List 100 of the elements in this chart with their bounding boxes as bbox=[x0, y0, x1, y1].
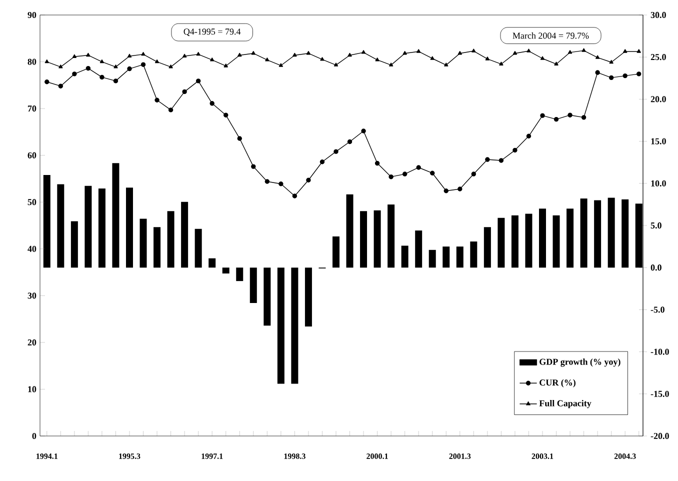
legend-label: Full Capacity bbox=[539, 400, 592, 408]
point bbox=[224, 112, 228, 118]
point bbox=[402, 172, 408, 176]
bar bbox=[84, 186, 92, 268]
y2-tick-label: 15.0 bbox=[651, 138, 666, 144]
y-tick-label: 30 bbox=[28, 292, 36, 299]
point bbox=[348, 52, 352, 57]
x-tick-label: 2000.1 bbox=[366, 454, 388, 459]
y2-tick-label: 10.0 bbox=[651, 180, 666, 186]
bar bbox=[511, 215, 518, 268]
point bbox=[113, 78, 118, 84]
y2-tick-label: 25.0 bbox=[650, 54, 666, 60]
point bbox=[100, 59, 104, 64]
y-tick-label: 90 bbox=[28, 12, 36, 18]
point bbox=[86, 66, 91, 71]
point bbox=[44, 59, 49, 64]
point bbox=[485, 157, 490, 162]
bar bbox=[580, 198, 588, 268]
point bbox=[72, 54, 77, 58]
y-tick-label: 80 bbox=[28, 58, 36, 65]
point bbox=[168, 108, 174, 112]
y2-tick-label: -20.0 bbox=[650, 432, 669, 440]
y2-tick-label: 20.0 bbox=[650, 96, 666, 102]
point bbox=[292, 194, 298, 198]
point bbox=[182, 54, 187, 58]
point bbox=[512, 51, 518, 55]
point bbox=[498, 158, 504, 163]
bar bbox=[208, 258, 216, 268]
bar bbox=[98, 188, 106, 268]
point bbox=[582, 48, 586, 52]
bar bbox=[470, 241, 478, 268]
y2-tick-label: -5.0 bbox=[650, 306, 664, 313]
point bbox=[402, 51, 407, 55]
annotation: Q4-1995 = 79.4 bbox=[184, 28, 241, 36]
bar bbox=[456, 246, 464, 268]
point bbox=[540, 113, 545, 118]
y-tick-label: 70 bbox=[28, 106, 36, 112]
bar bbox=[291, 268, 298, 384]
point bbox=[526, 134, 532, 138]
point bbox=[320, 57, 324, 61]
y2-tick-label: -15.0 bbox=[650, 390, 669, 397]
point bbox=[458, 186, 462, 192]
point bbox=[154, 98, 160, 102]
point bbox=[430, 170, 435, 176]
point bbox=[374, 160, 380, 166]
point bbox=[237, 136, 242, 141]
point bbox=[416, 165, 421, 170]
point bbox=[458, 51, 462, 55]
point bbox=[388, 174, 394, 180]
y2-tick-label: 5.0 bbox=[650, 222, 662, 229]
x-tick-label: 1998.3 bbox=[284, 454, 306, 459]
y2-tick-label: -10.0 bbox=[650, 348, 669, 355]
bar bbox=[566, 208, 574, 268]
point bbox=[416, 49, 421, 53]
y-tick-label: 20 bbox=[28, 339, 36, 346]
point bbox=[127, 66, 132, 72]
bar bbox=[112, 163, 120, 268]
x-tick-label: 2001.3 bbox=[449, 454, 471, 459]
bar bbox=[250, 268, 257, 303]
legend-label: CUR (%) bbox=[540, 379, 576, 388]
point bbox=[238, 52, 242, 57]
point bbox=[210, 58, 214, 62]
bar bbox=[388, 204, 395, 268]
x-tick-label: 1995.3 bbox=[119, 454, 140, 459]
bar bbox=[539, 208, 546, 268]
point bbox=[526, 48, 531, 52]
point bbox=[58, 84, 64, 88]
bar bbox=[594, 200, 602, 268]
bar bbox=[140, 218, 147, 268]
bar bbox=[70, 221, 78, 268]
bar bbox=[167, 211, 174, 268]
point bbox=[278, 63, 284, 67]
point bbox=[375, 58, 380, 62]
point bbox=[114, 64, 118, 68]
point bbox=[595, 55, 600, 59]
point bbox=[224, 64, 228, 68]
bar bbox=[484, 227, 491, 268]
point bbox=[278, 182, 284, 186]
point bbox=[154, 59, 160, 64]
point bbox=[512, 148, 518, 153]
bar bbox=[236, 268, 244, 282]
bar bbox=[126, 188, 133, 268]
point bbox=[581, 115, 586, 120]
point bbox=[568, 50, 572, 54]
x-tick-label: 2003.1 bbox=[532, 454, 554, 459]
bar bbox=[332, 236, 340, 268]
point bbox=[264, 179, 270, 184]
point bbox=[568, 112, 572, 118]
point bbox=[334, 149, 338, 154]
bar bbox=[360, 211, 368, 268]
bar bbox=[374, 210, 381, 268]
point bbox=[540, 56, 545, 60]
point bbox=[306, 178, 311, 182]
bar bbox=[57, 184, 64, 268]
y-tick-label: 60 bbox=[28, 152, 36, 158]
point bbox=[471, 172, 476, 176]
point bbox=[636, 72, 642, 76]
bar bbox=[154, 227, 161, 268]
bar bbox=[346, 194, 354, 268]
point bbox=[361, 128, 366, 134]
